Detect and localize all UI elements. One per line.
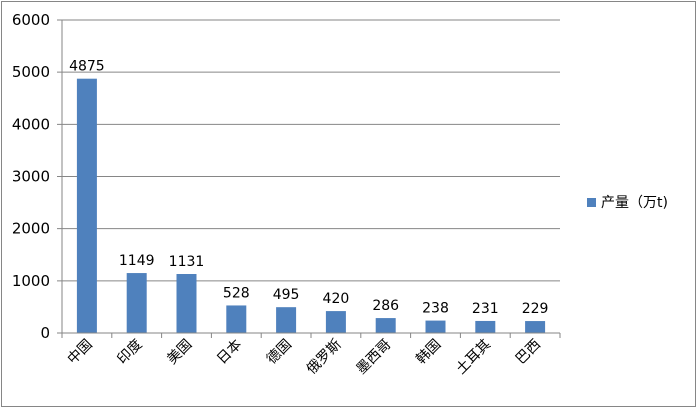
y-tick-label: 6000 [12,11,50,29]
bar [176,273,197,333]
data-label: 1149 [119,253,155,269]
data-label: 4875 [69,59,105,75]
legend-swatch [587,198,596,207]
bar [325,311,346,333]
bar [375,318,396,333]
y-tick-label: 4000 [12,115,50,133]
y-tick-label: 0 [40,324,50,342]
y-tick-label: 5000 [12,63,50,81]
x-tick-label: 德国 [264,337,295,368]
data-label: 495 [273,287,300,303]
bar [226,305,247,333]
y-tick-label: 1000 [12,272,50,290]
y-tick-label: 2000 [12,220,50,238]
bar [76,78,97,333]
bar [525,321,546,333]
x-tick-label: 巴西 [513,337,544,368]
data-label: 1131 [169,254,205,270]
data-label: 231 [472,301,499,317]
x-tick-label: 韩国 [413,337,444,368]
bar [126,273,147,333]
data-label: 238 [422,301,449,317]
data-label: 286 [372,298,399,314]
data-label: 420 [323,291,350,307]
data-label: 229 [522,301,549,317]
x-tick-label: 墨西哥 [354,337,395,378]
chart-frame [1,1,696,407]
bar [425,320,446,333]
legend-label: 产量（万t) [601,195,668,211]
bar [276,307,297,333]
x-tick-label: 俄罗斯 [304,337,345,378]
data-label: 528 [223,285,250,301]
x-tick-label: 美国 [164,337,195,368]
y-tick-label: 3000 [12,168,50,186]
x-tick-label: 土耳其 [453,337,494,378]
x-tick-label: 中国 [65,337,96,368]
bar [475,320,496,333]
x-tick-label: 日本 [214,337,245,368]
x-tick-label: 印度 [114,337,145,368]
